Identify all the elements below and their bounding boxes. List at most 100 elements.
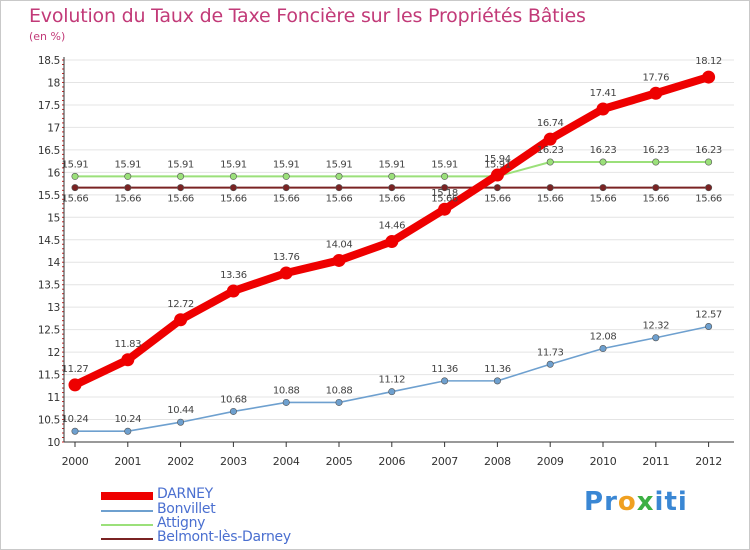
data-point-attigny [124, 172, 132, 180]
data-label-bonvillet: 10.44 [167, 405, 194, 416]
y-tick-label: 13.5 [38, 280, 60, 292]
data-point-belmont [388, 184, 396, 192]
data-point-belmont [71, 184, 79, 192]
logo-letter: o [617, 487, 637, 517]
data-label-darney: 18.12 [695, 56, 722, 67]
data-label-bonvillet: 10.24 [114, 414, 141, 425]
y-tick-label: 16.5 [38, 145, 60, 157]
y-tick-label: 14 [47, 257, 60, 269]
data-point-darney [438, 202, 452, 216]
data-label-darney: 13.36 [220, 270, 247, 281]
data-point-belmont [705, 184, 713, 192]
data-label-darney: 14.46 [378, 221, 405, 232]
x-tick-label: 2009 [537, 455, 564, 468]
y-unit-label: (en %) [29, 30, 66, 43]
logo-letter: x [636, 487, 655, 517]
data-point-bonvillet [124, 427, 132, 435]
proxiti-logo: Proxiti [584, 487, 688, 517]
data-point-bonvillet [282, 398, 290, 406]
data-label-attigny: 15.91 [484, 159, 511, 170]
x-tick-label: 2000 [62, 455, 89, 468]
data-label-belmont: 15.66 [695, 194, 722, 205]
data-label-attigny: 15.91 [114, 159, 141, 170]
data-label-attigny: 15.91 [378, 159, 405, 170]
data-point-attigny [177, 172, 185, 180]
data-point-attigny [546, 158, 554, 166]
y-tick-label: 11 [47, 392, 60, 404]
data-point-bonvillet [652, 334, 660, 342]
y-tick-label: 12.5 [38, 325, 60, 337]
y-tick-label: 11.5 [38, 370, 60, 382]
data-label-belmont: 15.66 [167, 194, 194, 205]
data-point-darney [596, 102, 610, 116]
data-point-bonvillet [705, 323, 713, 331]
x-tick-label: 2006 [378, 455, 405, 468]
logo-letter: r [604, 487, 618, 517]
data-label-bonvillet: 11.73 [537, 347, 564, 358]
data-label-darney: 16.74 [537, 118, 564, 129]
data-label-attigny: 15.91 [326, 159, 353, 170]
data-label-belmont: 15.66 [378, 194, 405, 205]
legend-swatch-belmont [101, 538, 153, 540]
data-point-belmont [599, 184, 607, 192]
y-tick-label: 17 [47, 122, 60, 134]
y-tick-label: 12 [47, 347, 60, 359]
data-label-attigny: 15.91 [62, 159, 89, 170]
data-point-bonvillet [599, 345, 607, 353]
data-point-darney [543, 132, 557, 146]
data-label-bonvillet: 12.32 [642, 321, 669, 332]
x-tick-label: 2012 [695, 455, 722, 468]
data-point-belmont [177, 184, 185, 192]
legend-label-darney: DARNEY [157, 486, 213, 502]
data-point-attigny [705, 158, 713, 166]
y-tick-label: 18 [47, 77, 60, 89]
data-point-bonvillet [335, 398, 343, 406]
data-point-bonvillet [493, 377, 501, 385]
y-tick-label: 18.5 [38, 55, 60, 67]
data-point-darney [649, 86, 663, 100]
logo-letter: P [584, 487, 605, 517]
data-label-darney: 11.83 [114, 339, 141, 350]
data-point-belmont [229, 184, 237, 192]
data-point-attigny [652, 158, 660, 166]
data-label-darney: 15.18 [431, 188, 458, 199]
data-label-belmont: 15.66 [484, 194, 511, 205]
data-point-attigny [599, 158, 607, 166]
data-label-bonvillet: 11.36 [484, 364, 511, 375]
data-point-bonvillet [229, 407, 237, 415]
data-label-bonvillet: 10.88 [273, 385, 300, 396]
data-point-bonvillet [388, 388, 396, 396]
data-point-belmont [546, 184, 554, 192]
data-label-attigny: 16.23 [642, 145, 669, 156]
data-label-darney: 15.94 [484, 154, 511, 165]
logo-letter: t [664, 487, 678, 517]
legend-label-belmont: Belmont-lès-Darney [157, 529, 291, 545]
data-label-bonvillet: 12.57 [695, 310, 722, 321]
x-tick-label: 2001 [114, 455, 141, 468]
y-tick-label: 15.5 [38, 190, 60, 202]
legend-swatch-bonvillet [101, 510, 153, 512]
legend-swatch-darney [101, 492, 153, 500]
data-label-attigny: 16.23 [590, 145, 617, 156]
data-label-bonvillet: 10.88 [326, 385, 353, 396]
data-label-darney: 12.72 [167, 299, 194, 310]
data-point-bonvillet [546, 360, 554, 368]
data-point-belmont [282, 184, 290, 192]
data-point-darney [702, 70, 716, 84]
data-point-belmont [124, 184, 132, 192]
data-point-attigny [441, 172, 449, 180]
data-point-attigny [229, 172, 237, 180]
chart-title: Evolution du Taux de Taxe Foncière sur l… [29, 5, 586, 27]
data-label-belmont: 15.66 [431, 194, 458, 205]
x-tick-label: 2007 [431, 455, 458, 468]
data-label-bonvillet: 11.36 [431, 364, 458, 375]
data-label-bonvillet: 11.12 [378, 375, 405, 386]
data-point-belmont [441, 184, 449, 192]
data-label-darney: 13.76 [273, 252, 300, 263]
legend-label-attigny: Attigny [157, 515, 206, 531]
data-point-attigny [335, 172, 343, 180]
legend-label-bonvillet: Bonvillet [157, 501, 216, 517]
data-point-darney [174, 313, 188, 327]
